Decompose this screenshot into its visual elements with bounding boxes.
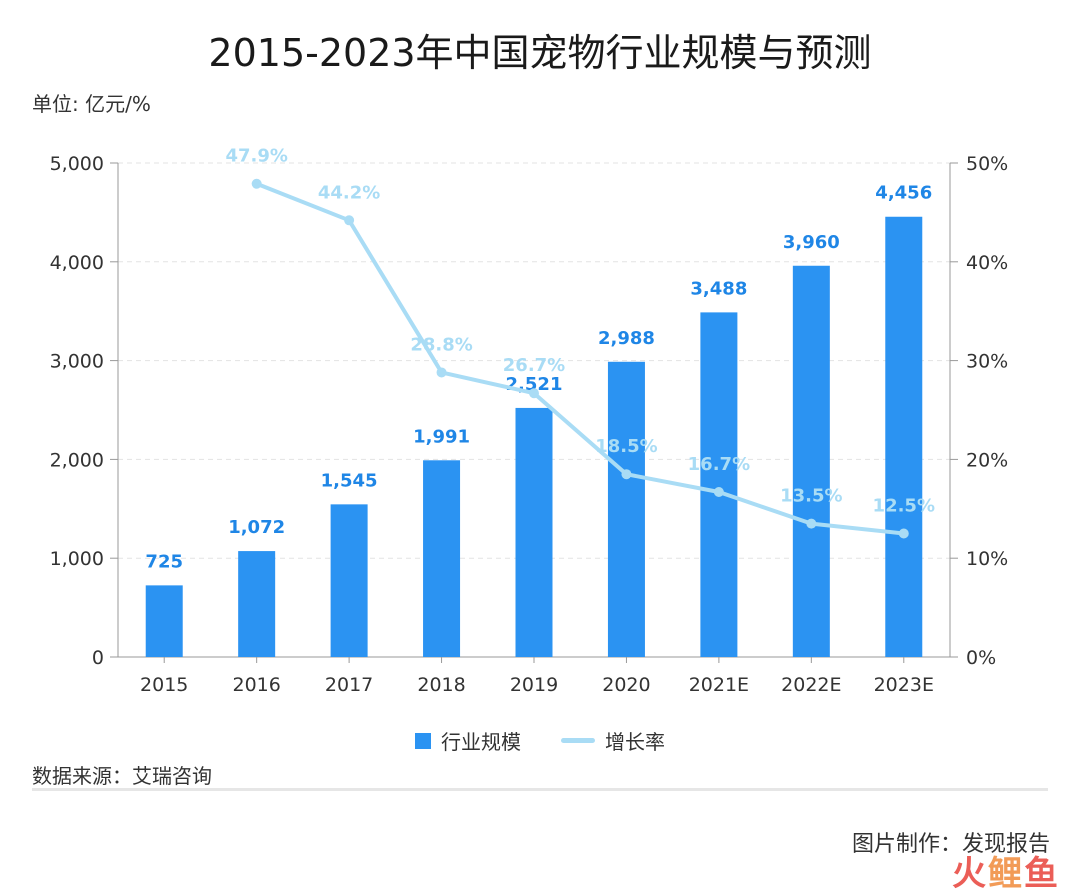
bar-value-label: 725 xyxy=(145,551,183,572)
growth-rate-point xyxy=(806,518,817,529)
x-axis-tick-label: 2017 xyxy=(325,674,373,696)
growth-rate-point xyxy=(436,367,447,378)
bar xyxy=(145,585,183,657)
bar xyxy=(330,504,368,657)
bar xyxy=(515,407,553,657)
growth-rate-point xyxy=(529,388,539,399)
growth-rate-label: 13.5% xyxy=(780,486,842,507)
bar-value-label: 1,545 xyxy=(321,470,378,491)
left-axis-tick-label: 4,000 xyxy=(50,252,104,274)
right-axis-tick-label: 20% xyxy=(966,449,1008,471)
left-axis-tick-label: 5,000 xyxy=(50,153,104,175)
left-axis-tick-label: 3,000 xyxy=(50,351,104,373)
watermark-logo: 火 鲤 鱼 xyxy=(952,846,1058,895)
right-axis-tick-label: 50% xyxy=(966,153,1008,175)
growth-rate-line xyxy=(255,181,904,536)
bar-value-label: 3,960 xyxy=(783,232,840,253)
x-axis-tick-label: 2015 xyxy=(140,674,188,696)
watermark-char-3: 鱼 xyxy=(1024,854,1058,894)
divider xyxy=(32,788,1048,791)
x-axis-tick-label: 2023E xyxy=(874,674,934,696)
growth-rate-label: 26.7% xyxy=(503,355,565,376)
x-axis-tick-label: 2022E xyxy=(781,674,841,696)
growth-rate-label: 44.2% xyxy=(318,182,380,203)
chart-title: 2015-2023年中国宠物行业规模与预测 xyxy=(208,31,872,75)
legend-item-bar: 行业规模 xyxy=(415,726,521,755)
right-axis-tick-label: 10% xyxy=(966,548,1008,570)
legend-label-bar: 行业规模 xyxy=(441,730,521,754)
source-note: 数据来源：艾瑞咨询 xyxy=(32,764,212,788)
watermark-char-2: 鲤 xyxy=(988,854,1022,894)
growth-rate-label: 12.5% xyxy=(873,496,935,517)
growth-rate-point xyxy=(713,487,724,498)
bar-value-label: 2,988 xyxy=(598,328,655,349)
legend-item-line: 增长率 xyxy=(561,726,665,755)
bar-value-label: 4,456 xyxy=(875,183,932,204)
legend-swatch-bar xyxy=(415,732,431,749)
bar-value-label: 1,991 xyxy=(413,426,470,447)
growth-rate-point xyxy=(898,528,909,539)
growth-rate-point xyxy=(344,215,355,226)
growth-rate-label: 28.8% xyxy=(410,334,472,355)
growth-rate-point xyxy=(251,178,262,189)
credit-note: 图片制作：发现报告 xyxy=(851,832,1050,857)
x-axis-tick-label: 2019 xyxy=(510,674,558,696)
growth-rate-point xyxy=(621,469,632,480)
bar xyxy=(238,551,276,657)
bar xyxy=(607,361,645,657)
bar xyxy=(792,265,830,657)
bar xyxy=(700,312,738,657)
x-axis-tick-label: 2016 xyxy=(232,674,280,696)
left-axis-tick-label: 0 xyxy=(92,647,104,669)
right-axis-tick-label: 30% xyxy=(966,351,1008,373)
bar-value-label: 1,072 xyxy=(228,517,285,538)
chart-legend: 行业规模 增长率 xyxy=(0,726,1080,755)
growth-rate-label: 47.9% xyxy=(225,146,287,167)
growth-rate-label: 16.7% xyxy=(688,454,750,475)
bar-value-label: 3,488 xyxy=(690,278,747,299)
x-axis-tick-label: 2021E xyxy=(689,674,749,696)
right-axis-tick-label: 0% xyxy=(966,647,996,669)
bar xyxy=(423,460,461,657)
watermark-char-1: 火 xyxy=(952,854,986,894)
unit-label: 单位: 亿元/% xyxy=(32,92,151,116)
right-axis-tick-label: 40% xyxy=(966,252,1008,274)
left-axis-tick-label: 1,000 xyxy=(50,548,104,570)
x-axis-tick-label: 2020 xyxy=(602,674,650,696)
legend-label-line: 增长率 xyxy=(605,730,665,754)
combo-chart: 0 1,000 2,000 3,000 4,000 5,000 0% 10% 20% 30% 40%… xyxy=(50,146,1009,696)
legend-swatch-line xyxy=(561,738,595,743)
left-axis-tick-label: 2,000 xyxy=(50,449,104,471)
growth-rate-label: 18.5% xyxy=(595,436,657,457)
bar xyxy=(885,216,923,657)
x-axis-tick-label: 2018 xyxy=(417,674,465,696)
